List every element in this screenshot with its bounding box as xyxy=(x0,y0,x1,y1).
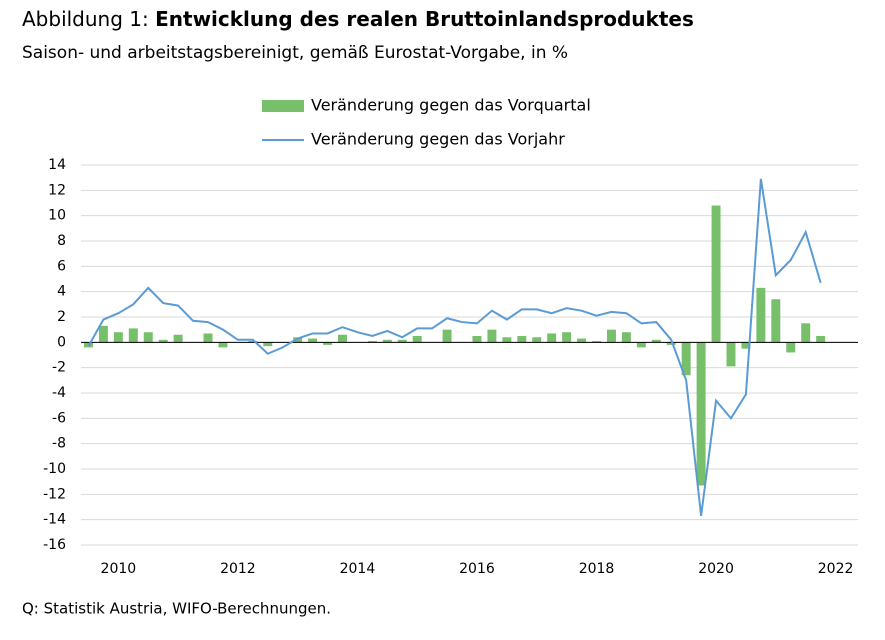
bar xyxy=(756,287,766,343)
bar xyxy=(592,341,601,343)
y-tick-label: 6 xyxy=(57,258,66,274)
y-tick-label: 8 xyxy=(57,233,66,249)
bar xyxy=(666,342,676,345)
bar xyxy=(711,205,721,343)
legend-swatch xyxy=(262,100,304,112)
x-tick-label: 2012 xyxy=(220,561,256,577)
x-tick-label: 2016 xyxy=(459,561,495,577)
bar xyxy=(786,342,796,353)
bar xyxy=(293,337,303,343)
bar xyxy=(472,336,482,343)
bar xyxy=(397,339,407,343)
bar xyxy=(218,342,228,348)
bar xyxy=(621,332,631,343)
y-tick-label: 10 xyxy=(48,208,66,224)
bar xyxy=(636,342,646,348)
y-tick-label: 2 xyxy=(57,309,66,325)
bar xyxy=(203,333,213,343)
bar xyxy=(248,341,258,343)
bar xyxy=(412,336,422,343)
bar xyxy=(517,336,527,343)
source: Q: Statistik Austria, WIFO-Berechnungen. xyxy=(22,600,331,618)
x-tick-label: 2014 xyxy=(340,561,376,577)
bar xyxy=(726,342,736,367)
bar xyxy=(816,336,826,343)
bar xyxy=(577,338,587,343)
chart-title: Abbildung 1: Entwicklung des realen Brut… xyxy=(22,7,694,31)
bar xyxy=(263,342,273,347)
y-tick-label: 12 xyxy=(48,182,66,198)
bar xyxy=(547,333,557,343)
legend-label: Veränderung gegen das Vorquartal xyxy=(311,96,591,115)
y-tick-label: -14 xyxy=(43,512,66,528)
title: Entwicklung des realen Bruttoinlandsprod… xyxy=(155,7,694,31)
bar xyxy=(367,341,377,343)
bar xyxy=(158,339,168,343)
figure-label: Abbildung 1: xyxy=(22,7,149,31)
bar xyxy=(98,325,108,343)
bar xyxy=(323,342,333,345)
bar xyxy=(128,328,138,343)
bar xyxy=(382,339,392,343)
bar xyxy=(606,329,616,343)
bar xyxy=(801,323,811,343)
subtitle: Saison- und arbeitstagsbereinigt, gemäß … xyxy=(22,43,568,63)
y-tick-label: -2 xyxy=(52,360,66,376)
y-tick-label: -12 xyxy=(43,486,66,502)
bar xyxy=(681,342,691,376)
bar xyxy=(113,332,123,343)
y-tick-label: 4 xyxy=(57,284,66,300)
bar xyxy=(442,329,452,343)
y-tick-label: -6 xyxy=(52,410,66,426)
bar xyxy=(532,337,542,343)
bar xyxy=(173,334,183,343)
y-tick-label: 14 xyxy=(48,157,66,173)
legend-label: Veränderung gegen das Vorjahr xyxy=(311,130,565,149)
bar xyxy=(143,332,153,343)
y-tick-label: 0 xyxy=(57,334,66,350)
x-tick-label: 2018 xyxy=(579,561,615,577)
x-tick-label: 2022 xyxy=(818,561,854,577)
bar xyxy=(741,342,751,349)
x-tick-label: 2020 xyxy=(698,561,734,577)
y-tick-label: -8 xyxy=(52,436,66,452)
x-tick-label: 2010 xyxy=(101,561,137,577)
bar xyxy=(308,338,318,343)
line xyxy=(87,178,822,516)
bar xyxy=(771,299,781,343)
bar xyxy=(338,334,347,343)
bar xyxy=(696,342,706,486)
y-tick-label: -10 xyxy=(43,461,66,477)
y-tick-label: -16 xyxy=(43,537,66,553)
y-tick-label: -4 xyxy=(52,385,66,401)
bar xyxy=(502,337,512,343)
bar xyxy=(651,339,661,343)
bar xyxy=(562,332,572,343)
bar xyxy=(487,329,497,343)
